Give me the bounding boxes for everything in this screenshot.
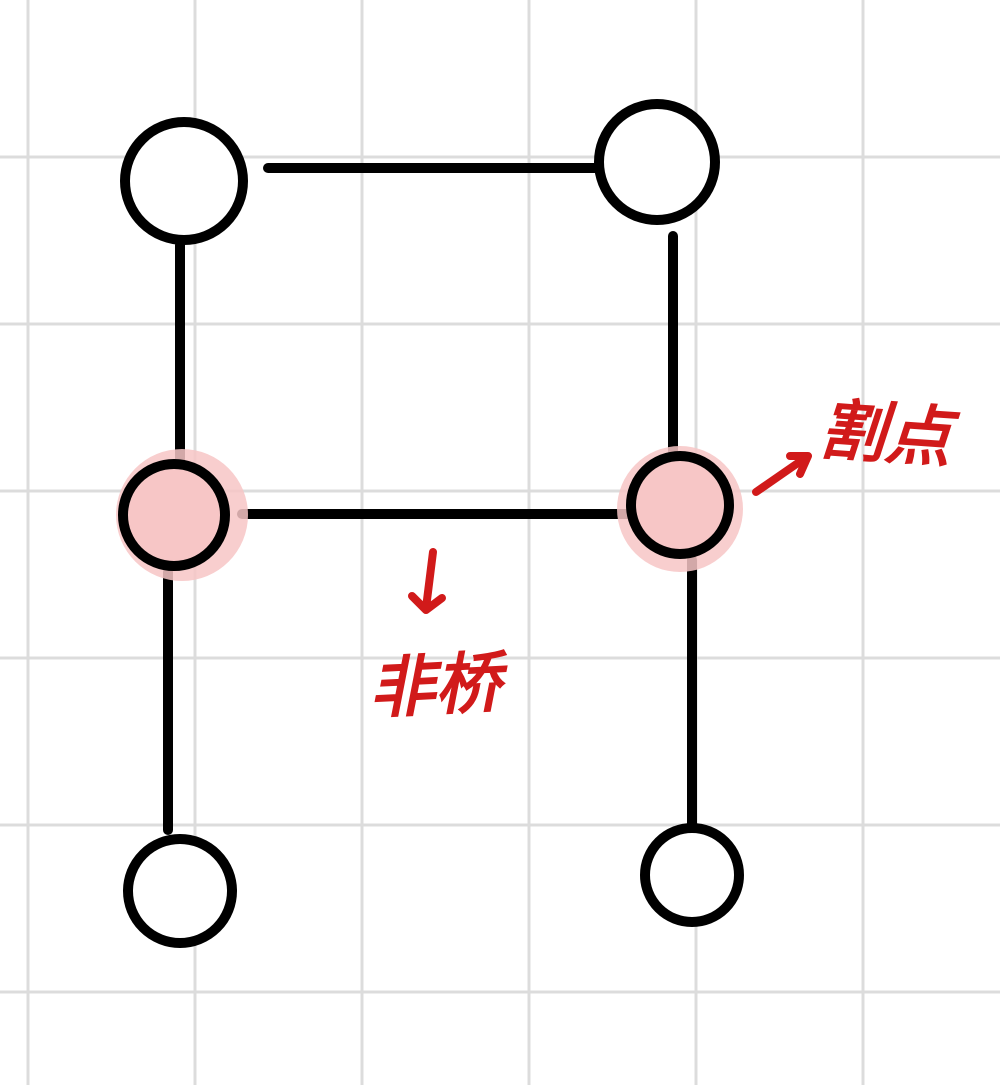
- node-bottom-right: [640, 823, 744, 927]
- node-top-right: [594, 99, 720, 225]
- cut-vertex-arrow: [752, 452, 812, 496]
- node-top-left: [120, 117, 248, 245]
- node-middle-right-cut-vertex: [626, 451, 734, 559]
- non-bridge-label: 非桥: [367, 644, 511, 728]
- cut-vertex-label: 割点: [817, 391, 962, 478]
- node-bottom-left: [123, 834, 237, 948]
- non-bridge-arrow: [408, 548, 446, 614]
- node-middle-left-cut-vertex: [118, 459, 230, 571]
